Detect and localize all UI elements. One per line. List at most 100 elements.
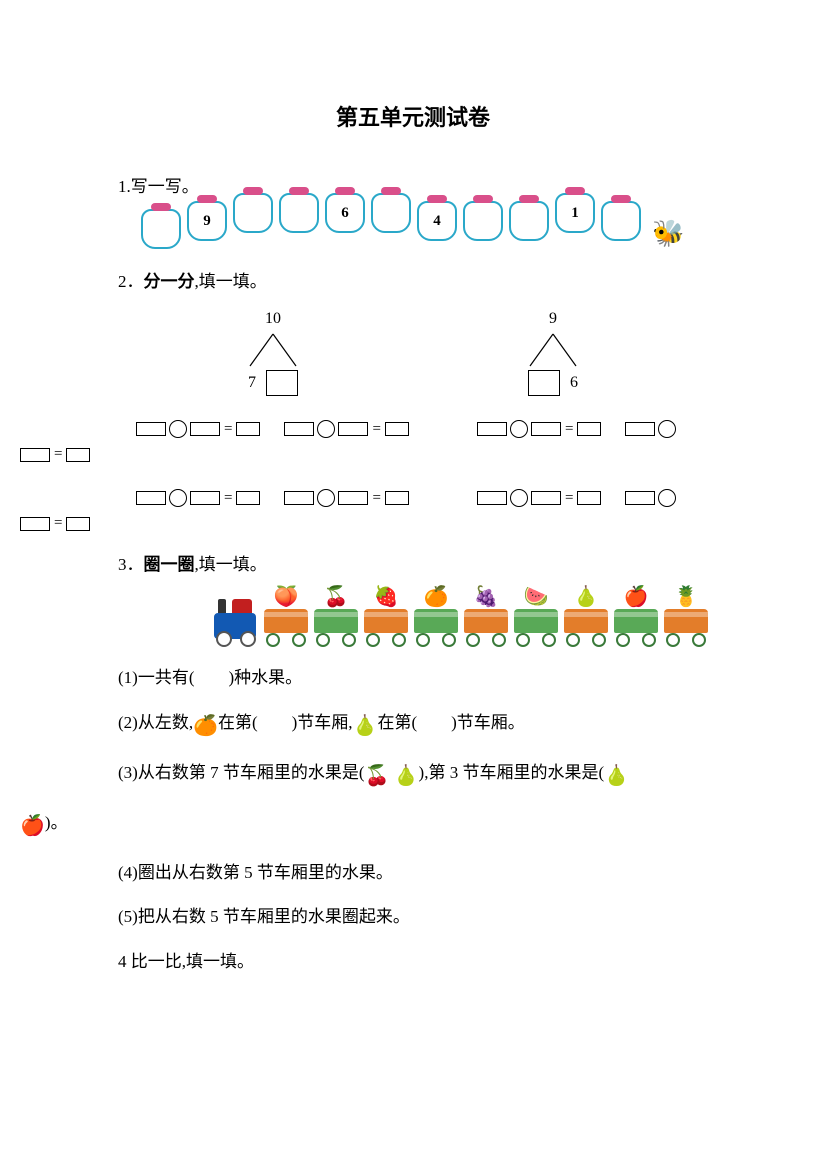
jar-lid [519, 195, 539, 203]
q3-prefix: 3． [118, 555, 144, 574]
car-box [514, 609, 558, 633]
q3-sub-1: (1)一共有( )种水果。 [118, 663, 726, 694]
q3-sub-5: (5)把从右数 5 节车厢里的水果圈起来。 [118, 902, 726, 933]
train-car: 🍍 [662, 587, 710, 647]
jar-lid [243, 187, 263, 195]
question-3-label: 3．圈一圈,填一填。 [118, 550, 726, 575]
car-wheels [616, 633, 656, 647]
num-box [190, 491, 220, 505]
question-2-label: 2．分一分,填一填。 [118, 267, 726, 292]
num-box [284, 491, 314, 505]
num-box [236, 422, 260, 436]
q2-tail: ,填一填。 [195, 272, 267, 291]
pw-right-right: 6 [570, 374, 578, 392]
q3s3-c: )。 [45, 813, 68, 832]
equals-sign: = [224, 490, 232, 507]
jar-number: 9 [189, 203, 225, 239]
op-circle [169, 489, 187, 507]
jar-number: 6 [327, 195, 363, 231]
num-box [625, 491, 655, 505]
jar-number: 4 [419, 203, 455, 239]
train-car: 🍑 [262, 587, 310, 647]
eq-group: = [136, 489, 260, 507]
jar-lid [151, 203, 171, 211]
jar-body [463, 201, 503, 241]
apple-icon: 🍎 [20, 808, 45, 844]
eq-row-2b: = [20, 515, 726, 532]
locomotive-icon [210, 597, 260, 647]
car-wheels [516, 633, 556, 647]
jar-body [371, 193, 411, 233]
pear-icon: 🍐 [604, 758, 629, 794]
train-car: 🍒 [312, 587, 360, 647]
num-box [66, 517, 90, 531]
jar-lid [381, 187, 401, 195]
jar [508, 201, 550, 241]
pw-right-top: 9 [493, 310, 613, 328]
num-box [236, 491, 260, 505]
fruit-icon: 🍊 [412, 587, 460, 609]
part-whole-left: 10 7 [213, 310, 333, 396]
jar [232, 193, 274, 233]
car-box [314, 609, 358, 633]
op-circle [169, 420, 187, 438]
car-box [264, 609, 308, 633]
jar [278, 193, 320, 233]
q3s2-c: 在第( )节车厢。 [377, 713, 524, 732]
jar [140, 209, 182, 249]
num-box [477, 491, 507, 505]
orange-icon: 🍊 [193, 708, 218, 744]
op-circle [317, 420, 335, 438]
q2-prefix: 2． [118, 272, 144, 291]
car-wheels [666, 633, 706, 647]
pw-left-lines [238, 332, 308, 368]
eq-group: = [284, 489, 408, 507]
equals-sign: = [372, 421, 380, 438]
equation-block-1: = = = = = = = = [100, 420, 726, 532]
train-car: 🍇 [462, 587, 510, 647]
train-cars: 🍑🍒🍓🍊🍇🍉🍐🍎🍍 [262, 587, 710, 647]
equals-sign: = [54, 446, 62, 463]
eq-group-tail: = [20, 515, 90, 532]
car-wheels [466, 633, 506, 647]
num-box [190, 422, 220, 436]
pear-icon: 🍐 [353, 708, 378, 744]
q3s2-a: (2)从左数, [118, 713, 193, 732]
question-1-label: 1.写一写。 [118, 172, 726, 197]
eq-group-tail: = [20, 446, 90, 463]
pw-left-bottom: 7 [213, 370, 333, 396]
equals-sign: = [372, 490, 380, 507]
train-car: 🍐 [562, 587, 610, 647]
jar-lid [473, 195, 493, 203]
jar-body [141, 209, 181, 249]
num-box [577, 422, 601, 436]
train-car: 🍉 [512, 587, 560, 647]
jar-body: 6 [325, 193, 365, 233]
pw-left-left: 7 [248, 374, 256, 392]
num-box [625, 422, 655, 436]
jar-lid [197, 195, 217, 203]
q3-tail: ,填一填。 [195, 555, 267, 574]
pw-right-box [528, 370, 560, 396]
car-box [564, 609, 608, 633]
num-box [284, 422, 314, 436]
eq-group-partial [625, 420, 676, 438]
cherry-icon: 🍒 [364, 758, 389, 794]
equals-sign: = [224, 421, 232, 438]
num-box [477, 422, 507, 436]
jar: 9 [186, 201, 228, 241]
equals-sign: = [565, 490, 573, 507]
train-car: 🍎 [612, 587, 660, 647]
num-box [66, 448, 90, 462]
fruit-icon: 🍉 [512, 587, 560, 609]
fruit-icon: 🍒 [312, 587, 360, 609]
op-circle [510, 489, 528, 507]
jar-lid [335, 187, 355, 195]
eq-row-2a: = = = [136, 489, 726, 507]
car-wheels [266, 633, 306, 647]
part-whole-row: 10 7 9 6 [100, 310, 726, 396]
car-box [614, 609, 658, 633]
q3s2-b: 在第( )节车厢, [218, 713, 353, 732]
jar-body [233, 193, 273, 233]
jar-body [279, 193, 319, 233]
